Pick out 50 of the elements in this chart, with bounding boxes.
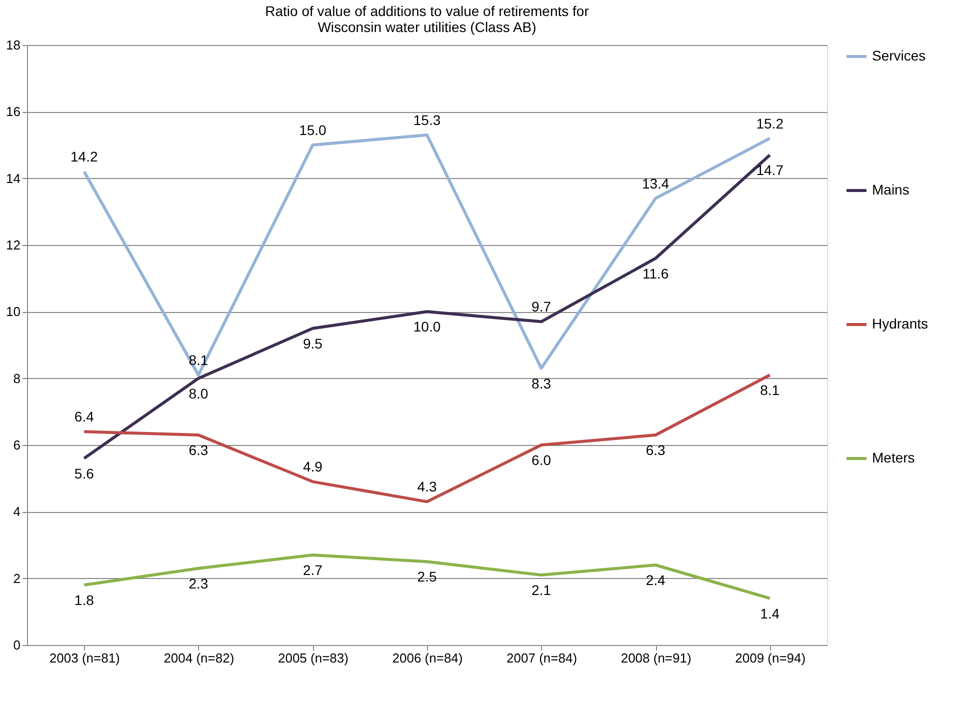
data-label: 1.8 — [74, 592, 94, 608]
data-label: 2.3 — [188, 575, 208, 592]
data-label: 6.3 — [646, 442, 666, 458]
data-label: 5.6 — [74, 465, 94, 482]
x-tick-label: 2008 (n=91) — [620, 650, 692, 666]
data-label: 9.7 — [532, 298, 552, 315]
y-tick-label: 12 — [6, 238, 20, 252]
y-tick-label: 4 — [13, 504, 20, 520]
data-label: 4.3 — [417, 478, 437, 495]
data-label: 8.1 — [760, 382, 780, 398]
x-tick-label: 2009 (n=94) — [735, 650, 806, 666]
data-label: 6.3 — [188, 442, 208, 458]
data-label: 13.4 — [642, 175, 670, 192]
data-label: 2.5 — [417, 568, 437, 585]
legend-label: Mains — [872, 182, 910, 198]
x-tick-label: 2007 (n=84) — [506, 650, 578, 666]
y-tick-label: 18 — [6, 38, 20, 52]
data-label: 15.2 — [756, 115, 784, 132]
data-label: 14.7 — [756, 162, 784, 178]
data-label: 2.7 — [302, 562, 323, 578]
data-label: 1.4 — [760, 605, 780, 622]
x-tick-label: 2005 (n=83) — [278, 650, 348, 666]
data-label: 4.9 — [302, 458, 323, 475]
data-label: 8.3 — [532, 375, 552, 392]
data-label: 10.0 — [413, 318, 441, 335]
data-label: 8.1 — [188, 352, 208, 368]
y-tick-label: 6 — [13, 438, 20, 452]
chart-title: Ratio of value of additions to value of retirements for Wisconsin water utilities (Class AB) — [265, 3, 590, 35]
data-label: 15.3 — [413, 112, 441, 128]
data-label: 15.0 — [299, 122, 327, 138]
data-label: 8.0 — [188, 385, 208, 402]
legend-label: Hydrants — [872, 316, 928, 332]
data-label: 2.4 — [646, 572, 666, 588]
legend-label: Services — [872, 48, 926, 64]
data-label: 14.2 — [70, 148, 98, 165]
y-tick-label: 8 — [13, 370, 20, 386]
legend-label: Meters — [872, 450, 915, 466]
data-label: 6.0 — [532, 452, 552, 468]
y-tick-label: 10 — [6, 304, 20, 320]
data-label: 6.4 — [74, 408, 94, 425]
data-label: 2.1 — [532, 582, 552, 598]
data-label: 9.5 — [302, 335, 323, 352]
x-tick-label: 2003 (n=81) — [49, 650, 120, 666]
y-tick-label: 14 — [6, 170, 20, 186]
x-tick-label: 2004 (n=82) — [164, 650, 234, 666]
y-tick-label: 2 — [13, 570, 20, 586]
data-label: 11.6 — [642, 265, 669, 282]
x-tick-label: 2006 (n=84) — [392, 650, 463, 666]
y-tick-label: 16 — [6, 104, 20, 120]
y-tick-label: 0 — [13, 638, 20, 652]
